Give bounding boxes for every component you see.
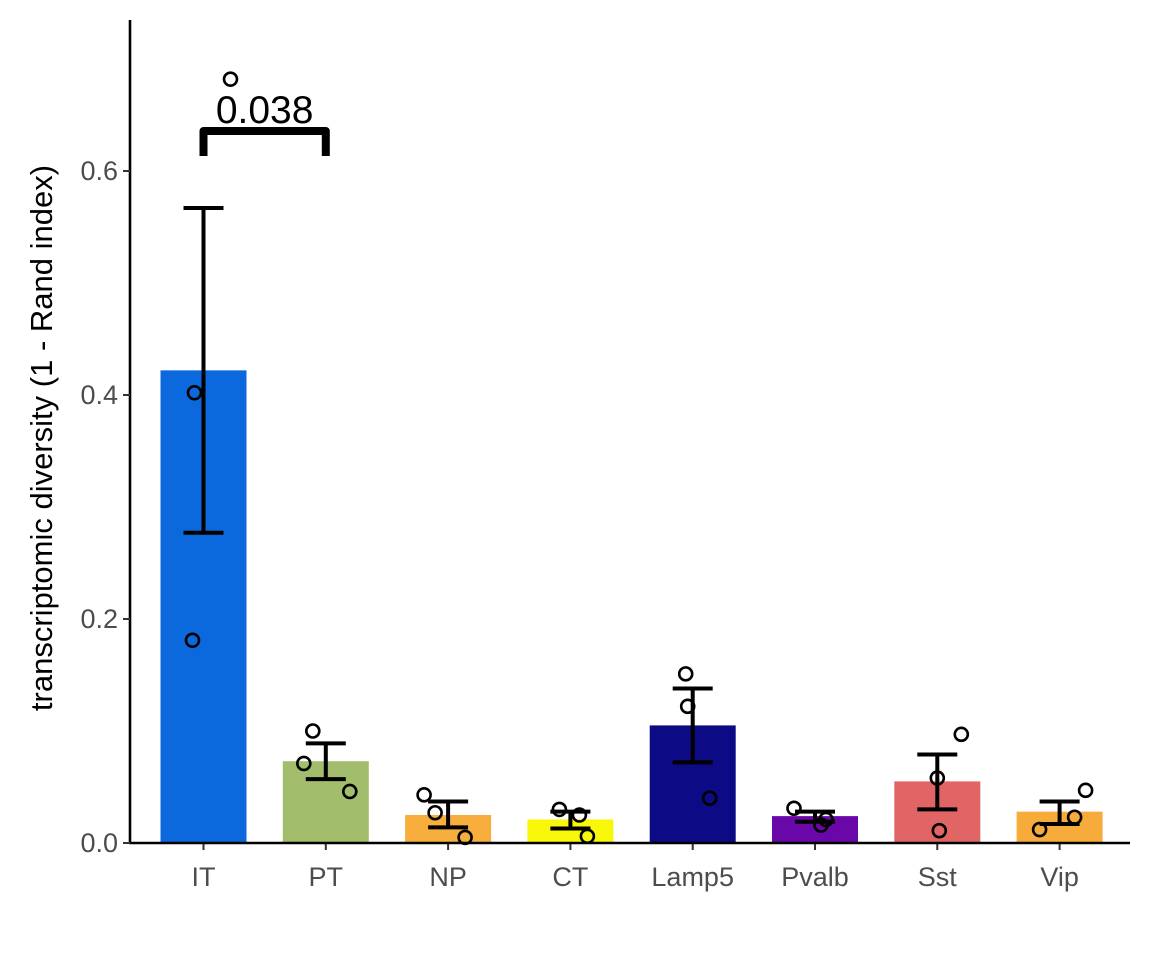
y-tick-label-3: 0.6 <box>80 156 118 186</box>
significance-layer: 0.038 <box>199 89 330 156</box>
significance-bracket-0 <box>199 127 330 156</box>
data-point-ct-2 <box>571 807 588 823</box>
errorbars-layer <box>183 205 1080 831</box>
x-tick-label-it: IT <box>192 862 216 892</box>
data-point-it-3 <box>184 632 201 649</box>
data-point-ct-1 <box>551 801 568 818</box>
data-point-sst-3 <box>931 822 948 839</box>
y-tick-label-2: 0.4 <box>80 380 118 410</box>
axes-layer: IT PT NP CT Lamp5 Pvalb Sst Vip 0.0 0.2 0.4 0.6 <box>80 20 1130 892</box>
data-point-sst-1 <box>953 726 970 743</box>
data-point-np-2 <box>427 804 443 821</box>
data-point-pt-2 <box>295 755 312 772</box>
data-point-vip-3 <box>1031 821 1048 838</box>
points-layer <box>184 71 1094 846</box>
data-point-vip-2 <box>1066 809 1083 826</box>
x-tick-label-lamp5: Lamp5 <box>651 862 734 892</box>
x-tick-label-vip: Vip <box>1040 862 1079 892</box>
data-point-vip-1 <box>1077 782 1094 799</box>
data-point-np-1 <box>416 787 432 803</box>
x-tick-label-sst: Sst <box>918 862 958 892</box>
data-point-pt-1 <box>304 723 321 739</box>
data-point-it-1 <box>222 71 239 87</box>
data-point-it-2 <box>186 384 203 401</box>
data-point-lamp5-3 <box>701 790 718 807</box>
y-tick-label-1: 0.2 <box>80 604 118 634</box>
x-tick-label-ct: CT <box>552 862 588 892</box>
x-tick-label-pvalb: Pvalb <box>781 862 849 892</box>
data-point-sst-2 <box>929 770 946 786</box>
bars-layer <box>160 370 1103 843</box>
data-point-pt-3 <box>341 783 358 800</box>
x-tick-label-np: NP <box>429 862 467 892</box>
bar-ct <box>527 819 614 843</box>
data-point-pvalb-3 <box>818 811 834 828</box>
data-point-pvalb-1 <box>786 800 802 817</box>
y-tick-label-0: 0.0 <box>80 828 118 858</box>
x-tick-label-pt: PT <box>309 862 344 892</box>
y-axis-title: transcriptomic diversity (1 - Rand index… <box>24 165 59 711</box>
data-point-lamp5-2 <box>679 698 696 715</box>
significance-label-0: 0.038 <box>216 89 314 132</box>
data-point-lamp5-1 <box>677 666 694 682</box>
